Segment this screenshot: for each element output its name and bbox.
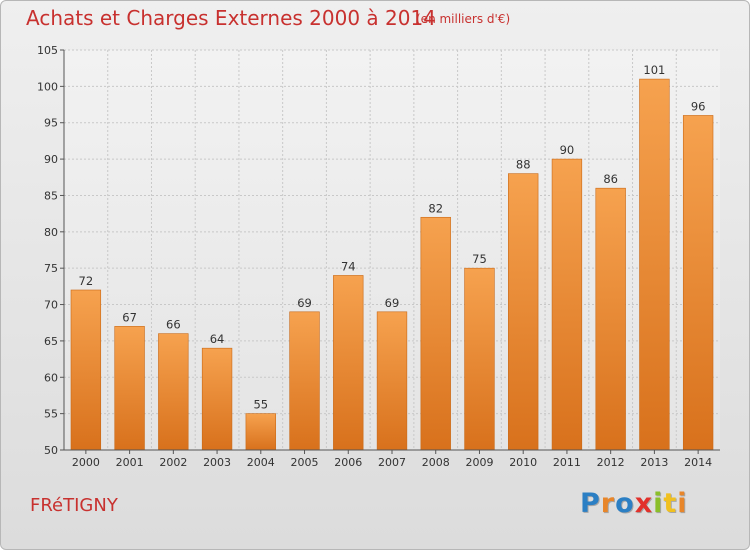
value-label-2008: 82 xyxy=(428,201,443,215)
bars: 72 67 66 64 55 69 74 69 82 75 88 90 86 101 96 xyxy=(70,63,714,451)
bar-2007 xyxy=(376,311,408,451)
chart-title: Achats et Charges Externes 2000 à 2014 xyxy=(26,6,436,30)
x-tick-label: 2011 xyxy=(553,456,581,469)
bar-2009 xyxy=(464,267,495,451)
y-tick-label: 70 xyxy=(44,299,58,312)
y-tick-label: 85 xyxy=(44,189,58,202)
value-label-2009: 75 xyxy=(472,252,487,266)
value-label-2003: 64 xyxy=(210,332,225,346)
logo-letter: o xyxy=(615,488,635,519)
bar-2004 xyxy=(245,413,276,451)
value-label-2010: 88 xyxy=(516,158,531,172)
bar-2013 xyxy=(639,78,670,451)
value-label-2013: 101 xyxy=(643,63,665,77)
bar-2011 xyxy=(551,158,583,451)
logo-letter: x xyxy=(634,488,654,519)
y-tick-label: 60 xyxy=(44,371,58,384)
x-tick-label: 2010 xyxy=(509,456,537,469)
x-tick-label: 2006 xyxy=(334,456,362,469)
y-tick-label: 90 xyxy=(44,153,58,166)
y-tick-label: 105 xyxy=(37,44,58,57)
bar-2012 xyxy=(595,187,626,451)
y-tick-label: 80 xyxy=(44,226,58,239)
x-tick-label: 2008 xyxy=(422,456,450,469)
logo-letter: r xyxy=(600,488,616,519)
value-label-2001: 67 xyxy=(122,310,137,324)
y-tick-label: 95 xyxy=(44,117,58,130)
axes: 50 55 60 65 70 75 80 85 90 95 100 105 2000 2001 2002 20… xyxy=(37,44,720,469)
bar-2001 xyxy=(114,326,145,451)
x-tick-label: 2002 xyxy=(159,456,187,469)
bar-2002 xyxy=(158,333,189,451)
bar-2000 xyxy=(70,289,102,451)
value-label-2002: 66 xyxy=(166,318,181,332)
bar-2006 xyxy=(333,275,364,451)
y-tick-label: 75 xyxy=(44,262,58,275)
bar-2014 xyxy=(682,115,714,451)
logo-letter: P xyxy=(580,488,601,519)
bar-2010 xyxy=(508,173,539,451)
value-label-2007: 69 xyxy=(385,296,400,310)
value-label-2000: 72 xyxy=(79,274,94,288)
value-label-2012: 86 xyxy=(603,172,618,186)
x-tick-label: 2000 xyxy=(72,456,100,469)
x-tick-label: 2012 xyxy=(597,456,625,469)
x-tick-label: 2001 xyxy=(116,456,144,469)
logo-letter: t xyxy=(663,488,678,519)
y-tick-label: 65 xyxy=(44,335,58,348)
x-tick-label: 2009 xyxy=(465,456,493,469)
x-tick-label: 2004 xyxy=(247,456,275,469)
bar-2003 xyxy=(201,347,233,451)
value-label-2005: 69 xyxy=(297,296,312,310)
proxiti-logo: Proxiti xyxy=(580,488,688,519)
x-tick-label: 2014 xyxy=(684,456,712,469)
y-tick-label: 55 xyxy=(44,408,58,421)
x-tick-label: 2013 xyxy=(640,456,668,469)
chart-subtitle: (en milliers d'€) xyxy=(416,12,511,26)
commune-name: FRéTIGNY xyxy=(30,495,118,516)
logo-letter: i xyxy=(653,488,664,519)
y-tick-label: 50 xyxy=(44,444,58,457)
value-label-2011: 90 xyxy=(560,143,575,157)
value-label-2014: 96 xyxy=(691,99,706,113)
bar-2008 xyxy=(420,216,451,451)
x-tick-label: 2003 xyxy=(203,456,231,469)
bar-2005 xyxy=(289,311,320,451)
value-label-2006: 74 xyxy=(341,259,356,273)
y-tick-label: 100 xyxy=(37,80,58,93)
x-tick-label: 2007 xyxy=(378,456,406,469)
value-label-2004: 55 xyxy=(253,398,268,412)
logo-letter: i xyxy=(677,488,688,519)
x-tick-label: 2005 xyxy=(291,456,319,469)
